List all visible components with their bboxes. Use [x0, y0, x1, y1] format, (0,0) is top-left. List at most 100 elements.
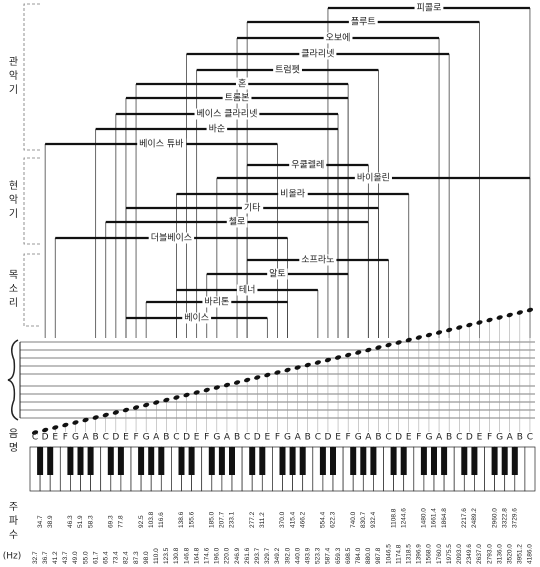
white-frequency: 987.8 [375, 547, 382, 564]
note-name-label: 음명 [6, 428, 18, 456]
note-head [395, 340, 402, 345]
white-frequency: 3136.0 [496, 544, 503, 564]
note-head [31, 430, 39, 435]
black-frequency: 554.4 [320, 511, 327, 528]
white-frequency: 146.8 [183, 547, 190, 564]
note-head [62, 422, 69, 428]
label-bg [414, 2, 444, 14]
note-head [244, 377, 251, 383]
black-key [158, 447, 165, 475]
instrument-label: 플루트 [351, 17, 376, 28]
black-frequency: 2217.6 [461, 508, 468, 528]
black-frequency: 1108.8 [390, 508, 397, 528]
white-frequency: 220.0 [224, 547, 231, 564]
white-frequency: 587.4 [325, 547, 332, 564]
note-name: G [284, 433, 291, 443]
black-frequency: 207.7 [219, 511, 226, 528]
note-name: B [93, 433, 99, 443]
note-head [72, 420, 79, 425]
white-frequency: 261.6 [244, 547, 251, 564]
note-name: B [163, 433, 169, 443]
instrument-label: 바리톤 [204, 297, 229, 308]
label-bg [348, 16, 378, 28]
black-frequency: 2489.2 [471, 508, 478, 528]
white-frequency: 698.5 [345, 547, 352, 564]
black-key [461, 447, 468, 475]
note-name: A [365, 433, 372, 443]
label-bg [236, 284, 258, 296]
note-head [173, 395, 180, 400]
note-name: B [305, 433, 311, 443]
note-name: D [254, 433, 261, 443]
label-bg [241, 202, 264, 214]
note-head [476, 320, 483, 325]
note-name: F [416, 433, 421, 443]
label-bg [222, 92, 252, 104]
white-frequency: 3951.2 [517, 544, 524, 564]
black-key [390, 447, 397, 475]
group-label: 목소리 [6, 269, 18, 311]
white-frequency: 2793.0 [486, 544, 493, 564]
note-name: E [52, 433, 58, 443]
note-name: C [173, 433, 179, 443]
black-frequency: 92.5 [138, 515, 145, 528]
note-head [375, 345, 382, 350]
label-bg [202, 296, 232, 308]
label-bg [235, 77, 249, 90]
instrument-label: 트럼펫 [275, 64, 300, 76]
note-head [425, 332, 433, 338]
note-head [506, 312, 513, 318]
note-name: B [234, 433, 240, 443]
note-name: F [346, 433, 351, 443]
white-frequency: 196.0 [214, 547, 221, 564]
note-head [153, 400, 160, 405]
note-head [52, 425, 59, 430]
note-head [183, 392, 190, 398]
note-name: D [395, 433, 402, 443]
note-head [516, 310, 523, 315]
note-head [213, 385, 220, 390]
white-frequency: 2093.0 [456, 544, 463, 564]
label-bg [278, 188, 308, 200]
group-bracket [23, 253, 40, 327]
note-name: G [425, 433, 432, 443]
note-head [304, 362, 311, 368]
black-key [289, 447, 296, 475]
black-key [208, 447, 215, 475]
instrument-label: 피콜로 [417, 3, 442, 14]
note-name: G [72, 433, 79, 443]
note-name: E [265, 433, 271, 443]
white-frequency: 246.9 [234, 547, 241, 564]
black-key [350, 447, 357, 475]
note-head [274, 370, 281, 375]
black-frequency: 138.6 [178, 511, 185, 528]
label-bg [194, 108, 260, 120]
white-frequency: 43.7 [62, 551, 69, 564]
note-head [334, 355, 342, 360]
instrument-label: 베이스 튜바 [139, 139, 184, 150]
black-frequency: 311.2 [259, 512, 266, 528]
black-key [218, 447, 225, 475]
note-head [143, 402, 150, 408]
white-frequency: 164.8 [193, 547, 200, 564]
black-key [501, 447, 508, 475]
black-key [431, 447, 437, 475]
black-key [107, 447, 114, 475]
black-frequency: 58.3 [87, 515, 94, 528]
note-name: D [42, 433, 49, 443]
instrument-label: 바순 [209, 124, 226, 135]
white-frequency: 784.0 [355, 547, 362, 564]
black-key [400, 447, 407, 475]
white-frequency: 61.7 [92, 551, 99, 564]
white-frequency: 2637.0 [476, 544, 483, 564]
black-key [511, 447, 518, 475]
note-name: D [183, 433, 190, 443]
note-head [496, 315, 503, 320]
group-bracket [23, 3, 40, 151]
note-head [82, 417, 89, 423]
black-key [188, 447, 195, 475]
note-head [264, 372, 271, 378]
note-name: G [355, 433, 362, 443]
black-key [259, 447, 266, 475]
note-name: E [123, 433, 129, 443]
